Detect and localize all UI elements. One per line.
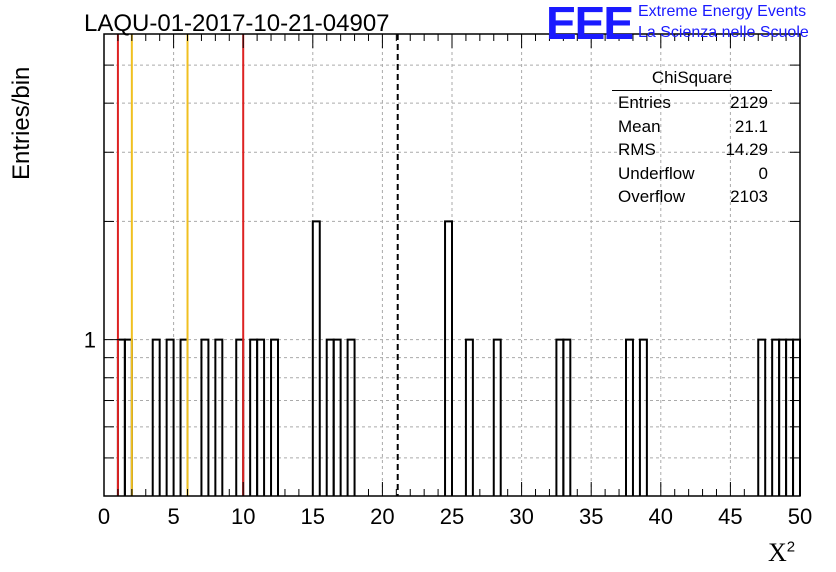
histogram-bar [270, 338, 279, 496]
histogram-bar [123, 338, 133, 496]
stats-label: Overflow [618, 187, 686, 206]
histogram-bar [165, 338, 175, 496]
histogram-bar [555, 338, 565, 496]
stats-value: 0 [758, 163, 768, 183]
histogram-bar [346, 338, 356, 496]
x-tick-label: 40 [649, 504, 673, 529]
histogram-bar [778, 338, 788, 496]
histogram-bar [562, 338, 572, 496]
x-axis-label: X2 [768, 538, 795, 568]
x-tick-label: 25 [440, 504, 464, 529]
histogram-bar [771, 338, 781, 496]
stats-row-underflow: Underflow 0 [612, 162, 772, 186]
stats-label: Underflow [618, 163, 695, 183]
histogram-bar [325, 338, 335, 496]
histogram-bar [214, 338, 224, 496]
x-tick-label: 45 [718, 504, 742, 529]
eee-logo: EEE [546, 0, 634, 49]
histogram-bar [332, 338, 342, 496]
logo-caption-line1: Extreme Energy Events [638, 3, 807, 20]
histogram-bar [792, 338, 801, 496]
histogram-bar [625, 338, 634, 496]
stats-row-entries: Entries 2129 [612, 91, 772, 115]
histogram-bar [311, 220, 321, 496]
histogram-bar [116, 338, 126, 496]
histogram-bar [464, 338, 474, 496]
histogram-bar [249, 338, 259, 496]
stats-row-overflow: Overflow 2103 [612, 185, 772, 209]
histogram-bar [151, 338, 161, 496]
x-axis-label-base: X [768, 538, 787, 567]
histogram-bar [200, 338, 210, 496]
x-tick-label: 20 [370, 504, 394, 529]
x-tick-label: 10 [231, 504, 255, 529]
stats-title: ChiSquare [612, 68, 772, 91]
x-tick-label: 15 [301, 504, 325, 529]
histogram-bar [235, 338, 245, 496]
stats-box: ChiSquare Entries 2129 Mean 21.1 RMS 14.… [612, 68, 772, 209]
stats-value: 2103 [730, 187, 768, 206]
y-axis-label: Entries/bin [8, 66, 35, 180]
histogram-bar [256, 338, 266, 496]
histogram-bar [492, 338, 502, 496]
x-tick-label: 5 [167, 504, 179, 529]
stats-value: 14.29 [725, 140, 768, 159]
x-tick-label: 0 [98, 504, 110, 529]
x-tick-label: 35 [579, 504, 603, 529]
stats-value: 2129 [730, 93, 768, 112]
histogram-bar [638, 338, 648, 496]
stats-row-mean: Mean 21.1 [612, 115, 772, 139]
stats-row-rms: RMS 14.29 [612, 138, 772, 162]
chart-title: LAQU-01-2017-10-21-04907 [84, 10, 390, 37]
y-tick-label: 1 [84, 328, 96, 353]
x-tick-label: 50 [788, 504, 812, 529]
stats-label: Mean [618, 116, 661, 136]
x-axis-label-sup: 2 [786, 538, 796, 556]
stats-label: RMS [618, 140, 656, 159]
x-tick-label: 30 [509, 504, 533, 529]
logo-caption-line2: La Scienza nelle Scuole [638, 24, 809, 41]
histogram-bar [785, 338, 795, 496]
stats-value: 21.1 [734, 116, 768, 136]
histogram-bar [757, 338, 767, 496]
histogram-bar [444, 220, 453, 496]
histogram-bar [179, 338, 189, 496]
stats-label: Entries [618, 93, 671, 112]
